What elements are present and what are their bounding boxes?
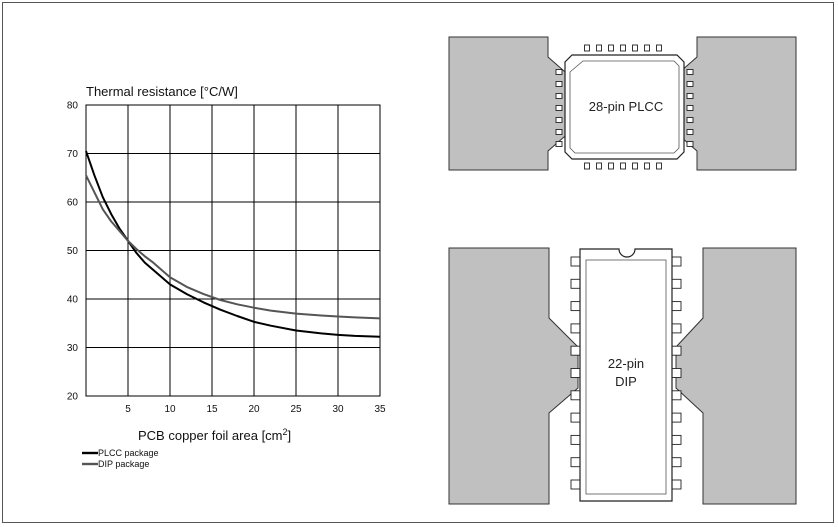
plcc-pin-top (632, 44, 638, 52)
plcc-pin-top (596, 44, 602, 52)
dip-pin-right (671, 434, 682, 445)
plcc-pin-right (686, 117, 694, 123)
plcc-pin-top (644, 44, 650, 52)
dip-pin-left (570, 278, 581, 289)
dip-pin-left (570, 301, 581, 312)
dip-pin-left (570, 412, 581, 423)
plcc-pin-left (555, 141, 563, 147)
dip-right-copper-pad (675, 247, 797, 505)
plcc-pin-bottom (656, 162, 662, 170)
x-tick-label: 20 (248, 404, 260, 415)
dip-pin-right (671, 323, 682, 334)
x-tick-label: 10 (164, 404, 176, 415)
plcc-pin-bottom (644, 162, 650, 170)
dip-label-line2: DIP (615, 374, 637, 389)
plcc-pin-top (584, 44, 590, 52)
x-tick-label: 5 (125, 404, 131, 415)
plcc-pin-left (555, 129, 563, 135)
dip-pin-left (570, 345, 581, 356)
thermal-resistance-chart: Thermal resistance [°C/W] 20 30 40 50 60 70 80… (67, 84, 386, 469)
dip-pin-left (570, 434, 581, 445)
plcc-pin-right (686, 69, 694, 75)
plcc-pin-bottom (632, 162, 638, 170)
y-tick-label: 80 (67, 101, 79, 112)
legend-label: PLCC package (98, 448, 159, 458)
plcc-pins (555, 44, 694, 170)
plcc-pin-right (686, 105, 694, 111)
plcc-pin-left (555, 105, 563, 111)
plcc-pin-left (555, 93, 563, 99)
x-tick-label: 30 (332, 404, 344, 415)
x-tick-label: 25 (290, 404, 302, 415)
y-tick-label: 50 (67, 246, 79, 257)
plcc-pin-bottom (608, 162, 614, 170)
dip-pin-right (671, 301, 682, 312)
x-tick-labels: 5 10 15 20 25 30 35 (125, 404, 386, 415)
plcc-pin-top (656, 44, 662, 52)
dip-pin-right (671, 457, 682, 468)
grid-lines (86, 105, 380, 396)
plcc-pin-bottom (584, 162, 590, 170)
dip-pin-right (671, 412, 682, 423)
dip-pins (570, 256, 682, 490)
x-tick-label: 15 (206, 404, 218, 415)
plcc-pin-left (555, 69, 563, 75)
legend-label: DIP package (98, 459, 149, 469)
plcc-package-body (564, 54, 685, 160)
dip-pin-right (671, 390, 682, 401)
x-tick-label: 35 (374, 404, 386, 415)
dip-pin-right (671, 479, 682, 490)
series-lines (85, 150, 381, 338)
dip-pin-right (671, 256, 682, 267)
dip-pin-right (671, 345, 682, 356)
dip-pin-left (570, 479, 581, 490)
dip-pin-left (570, 457, 581, 468)
plcc-pin-bottom (620, 162, 626, 170)
y-tick-labels: 20 30 40 50 60 70 80 (67, 101, 79, 403)
dip-pin-right (671, 278, 682, 289)
plcc-layout-diagram: 28-pin PLCC (448, 36, 797, 171)
dip-pin-left (570, 390, 581, 401)
dip-pin-left (570, 323, 581, 334)
dip-pin-right (671, 368, 682, 378)
plcc-pin-left (555, 117, 563, 123)
plcc-pin-bottom (596, 162, 602, 170)
plcc-pin-right (686, 81, 694, 87)
dip-pin-left (570, 256, 581, 267)
plcc-right-copper-pad (672, 36, 797, 171)
plcc-pin-left (555, 81, 563, 87)
plcc-pin-right (686, 93, 694, 99)
plcc-label: 28-pin PLCC (589, 99, 663, 114)
dip-label-line1: 22-pin (608, 356, 644, 371)
series-line-plcc (85, 150, 381, 338)
y-tick-label: 40 (67, 295, 79, 306)
chart-title: Thermal resistance [°C/W] (86, 84, 238, 99)
plcc-left-copper-pad (448, 36, 573, 171)
y-tick-label: 60 (67, 198, 79, 209)
dip-die-outline (585, 259, 667, 495)
plcc-pin-top (608, 44, 614, 52)
plcc-pin-right (686, 129, 694, 135)
x-axis-label: PCB copper foil area [cm2] (138, 427, 291, 443)
plcc-pin-top (620, 44, 626, 52)
dip-layout-diagram: 22-pin DIP (448, 247, 797, 505)
plcc-pin-right (686, 141, 694, 147)
plcc-die-outline (569, 60, 680, 154)
dip-pin-left (570, 368, 581, 378)
dip-package-body (579, 248, 673, 502)
y-tick-label: 20 (67, 392, 79, 403)
y-tick-label: 30 (67, 343, 79, 354)
series-line-dip (85, 174, 381, 320)
dip-left-copper-pad (448, 247, 579, 505)
y-tick-label: 70 (67, 149, 79, 160)
